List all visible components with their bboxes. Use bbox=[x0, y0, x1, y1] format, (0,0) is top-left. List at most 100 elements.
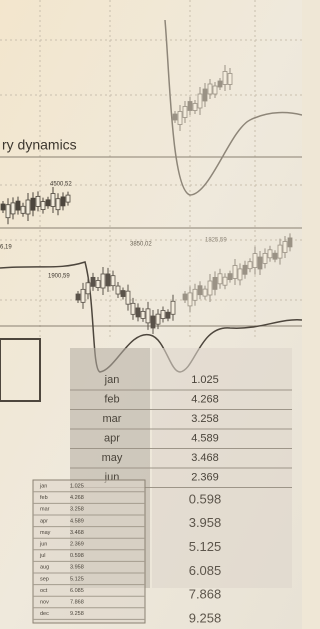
month: may bbox=[102, 452, 123, 464]
candle-body bbox=[31, 198, 35, 210]
candle-body bbox=[36, 196, 40, 206]
candle-body bbox=[228, 274, 232, 280]
candle-body bbox=[156, 314, 160, 324]
candle-body bbox=[208, 84, 212, 94]
candle-body bbox=[11, 203, 15, 214]
value: 3.958 bbox=[189, 515, 222, 530]
candle-body bbox=[96, 281, 100, 288]
candle-body bbox=[253, 254, 257, 268]
candle-body bbox=[86, 283, 90, 294]
candle-body bbox=[263, 253, 267, 263]
candle-body bbox=[161, 311, 165, 319]
value: 7.868 bbox=[189, 587, 222, 602]
candle-body bbox=[218, 81, 222, 87]
candle-body bbox=[46, 200, 50, 206]
candle-body bbox=[111, 276, 115, 286]
candle-body bbox=[268, 250, 272, 258]
candle-body bbox=[173, 114, 177, 120]
page: ry dynamics 4500,52 6,19 1900,59 3850,02… bbox=[0, 0, 320, 629]
annotation: 4500,52 bbox=[50, 182, 72, 188]
candle-body bbox=[151, 316, 155, 328]
candle-body bbox=[56, 199, 60, 210]
value: 3.468 bbox=[70, 530, 84, 536]
candle-body bbox=[26, 200, 30, 214]
month: oct bbox=[40, 588, 48, 594]
candle-body bbox=[223, 72, 227, 85]
candle-body bbox=[6, 205, 10, 218]
value: 1.025 bbox=[70, 483, 84, 489]
candle-body bbox=[283, 242, 287, 253]
value: 5.125 bbox=[189, 539, 222, 554]
title: ry dynamics bbox=[2, 137, 77, 153]
candle-body bbox=[126, 291, 130, 304]
candle-body bbox=[203, 89, 207, 101]
value: 6.085 bbox=[189, 563, 222, 578]
month: apr bbox=[104, 432, 120, 444]
candle-body bbox=[233, 266, 237, 279]
candle-body bbox=[41, 202, 45, 210]
month: feb bbox=[104, 393, 119, 405]
candle-body bbox=[288, 238, 292, 247]
candle-body bbox=[51, 194, 55, 207]
value: 0.598 bbox=[189, 491, 222, 506]
value: 3.258 bbox=[70, 507, 84, 513]
candle-body bbox=[136, 308, 140, 317]
candle-body bbox=[238, 269, 242, 280]
candle-body bbox=[166, 312, 170, 318]
candle-body bbox=[16, 201, 20, 210]
candle-body bbox=[188, 102, 192, 111]
month: apr bbox=[40, 518, 48, 524]
candle-body bbox=[131, 303, 135, 314]
value: 4.589 bbox=[191, 432, 219, 444]
month: sep bbox=[40, 576, 49, 582]
value: 2.369 bbox=[70, 541, 84, 547]
candle-body bbox=[188, 293, 192, 306]
table-frame bbox=[33, 480, 145, 623]
scene: ry dynamics 4500,52 6,19 1900,59 3850,02… bbox=[0, 0, 302, 629]
candle-body bbox=[278, 245, 282, 258]
value: 3.468 bbox=[191, 452, 219, 464]
candle-body bbox=[183, 107, 187, 118]
candle-body bbox=[273, 253, 277, 259]
annotation: 1825,59 bbox=[205, 238, 227, 244]
candle-body bbox=[121, 291, 125, 297]
candle-body bbox=[91, 277, 95, 286]
value: 0.598 bbox=[70, 553, 84, 559]
candle-body bbox=[198, 94, 202, 108]
value: 3.258 bbox=[191, 413, 219, 425]
candle-body bbox=[66, 195, 70, 202]
value: 4.589 bbox=[70, 518, 84, 524]
month: mar bbox=[40, 507, 50, 513]
annotation: 6,19 bbox=[0, 245, 12, 251]
candle-body bbox=[146, 309, 150, 323]
month: jan bbox=[39, 483, 47, 489]
value: 2.369 bbox=[191, 471, 219, 483]
candle-body bbox=[81, 289, 85, 302]
value: 5.125 bbox=[70, 576, 84, 582]
candle-body bbox=[141, 311, 145, 318]
candle-body bbox=[243, 265, 247, 274]
value: 4.268 bbox=[191, 393, 219, 405]
candle-body bbox=[208, 281, 212, 295]
value: 4.268 bbox=[70, 495, 84, 501]
value: 9.258 bbox=[70, 611, 84, 617]
month: jul bbox=[39, 553, 46, 559]
candle-body bbox=[228, 74, 232, 85]
candle-body bbox=[248, 262, 252, 269]
candle-body bbox=[61, 197, 65, 206]
candle-body bbox=[193, 104, 197, 111]
candle-body bbox=[106, 274, 110, 286]
month: jan bbox=[104, 374, 120, 386]
annotation: 3850,02 bbox=[130, 242, 152, 248]
candle-body bbox=[183, 294, 187, 300]
value: 6.085 bbox=[70, 588, 84, 594]
candle-body bbox=[116, 286, 120, 294]
month: dec bbox=[40, 611, 49, 617]
candle-body bbox=[21, 206, 25, 213]
candle-body bbox=[203, 289, 207, 296]
month: aug bbox=[40, 565, 49, 571]
candle-body bbox=[223, 277, 227, 285]
candle-body bbox=[213, 277, 217, 289]
candle-body bbox=[178, 112, 182, 125]
